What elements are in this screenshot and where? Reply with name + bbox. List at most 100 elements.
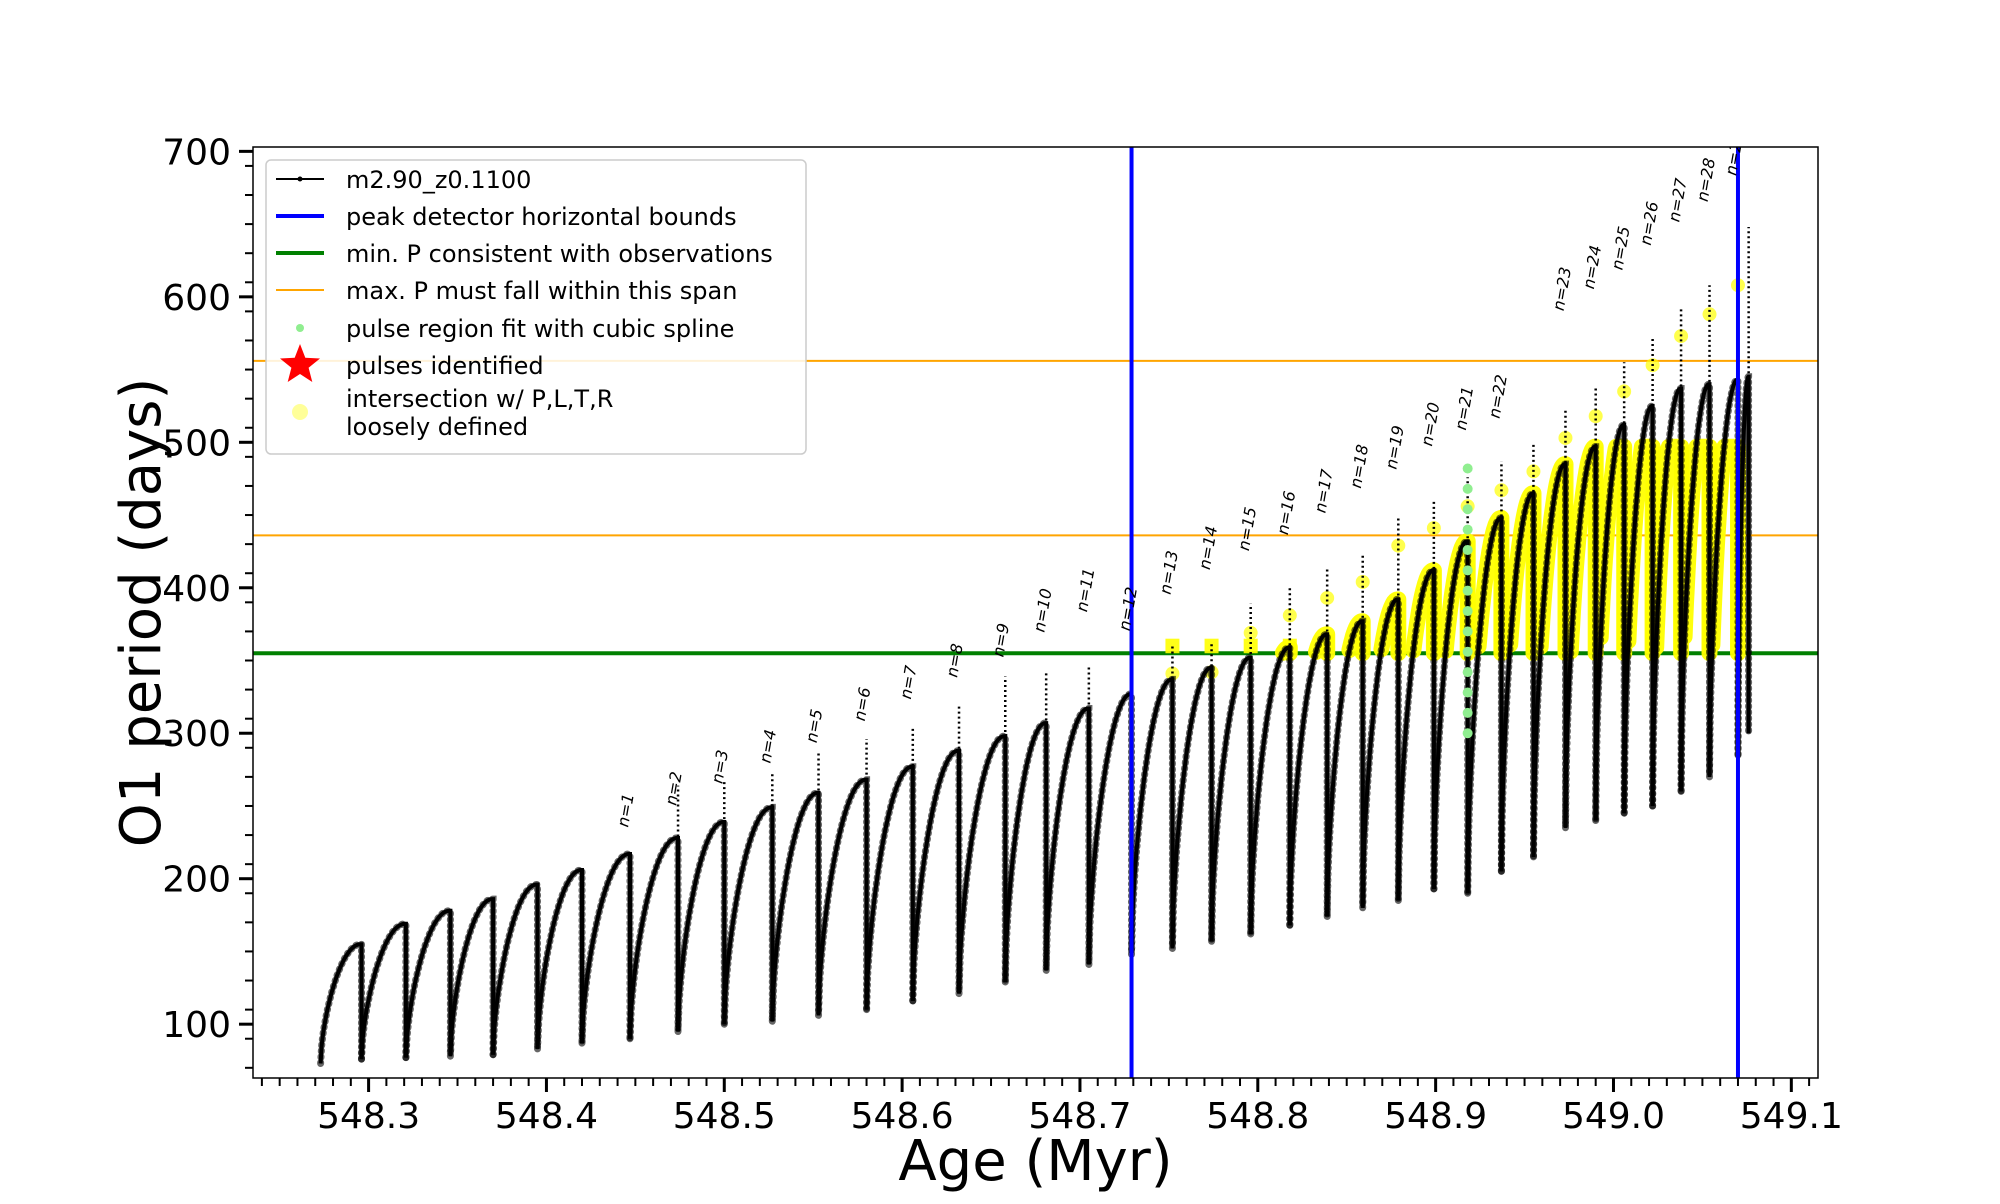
pulse-label: n=16 — [1273, 490, 1299, 537]
x-tick-label: 548.9 — [1384, 1096, 1487, 1137]
series-pulse-markers — [1592, 420, 1628, 824]
pulse-label: n=3 — [708, 748, 733, 785]
series-pulse-markers — [1394, 566, 1438, 904]
intersection-point — [1391, 538, 1406, 553]
y-axis-label: O1 period (days) — [109, 378, 174, 848]
series-pulse-markers — [489, 881, 541, 1059]
legend-label-line2: loosely defined — [346, 413, 528, 441]
series-pulse-markers — [1706, 376, 1742, 781]
pulse-label: n=1 — [613, 792, 638, 829]
series-pulse-markers — [446, 895, 497, 1060]
legend-series-dot-icon — [297, 176, 303, 182]
series-pulse-markers — [1464, 513, 1505, 897]
spline-point — [1462, 707, 1473, 718]
x-tick-label: 548.4 — [495, 1096, 598, 1137]
spline-point — [1462, 524, 1473, 535]
spline-point — [1462, 667, 1473, 678]
pulse-label: n=25 — [1607, 225, 1633, 272]
series-pulse-markers — [317, 940, 365, 1067]
bounds-layer — [1129, 147, 1740, 1078]
series-pulse-markers — [1677, 380, 1713, 795]
pulse-label: n=21 — [1451, 385, 1477, 432]
axes-layer: 548.3 548.4 548.5 548.6 548.7 548.8 548.9 549.0… — [162, 132, 1843, 1137]
intersection-point — [1558, 430, 1573, 445]
legend-box — [265, 159, 807, 455]
pulse-label: n=8 — [942, 642, 967, 679]
series-pulse-markers — [1168, 664, 1216, 952]
pulse-label: n=24 — [1579, 244, 1605, 291]
pulse-label: n=17 — [1310, 467, 1336, 514]
spline-point — [1462, 544, 1473, 555]
y-tick-label: 400 — [162, 569, 231, 610]
x-tick-label: 549.1 — [1740, 1096, 1843, 1137]
series-pulse-markers — [402, 907, 454, 1062]
legend-label: m2.90_z0.1100 — [346, 166, 531, 194]
series-pulse-markers — [1001, 719, 1050, 986]
spline-point — [1462, 504, 1473, 515]
x-tick-label: 548.8 — [1206, 1096, 1309, 1137]
spline-markers-layer — [1462, 463, 1473, 739]
y-tick-label: 100 — [162, 1005, 231, 1046]
series-pulse-markers — [720, 803, 776, 1028]
x-tick-label: 548.6 — [851, 1096, 954, 1137]
pulse-label: n=5 — [802, 708, 827, 745]
x-tick-label: 549.0 — [1562, 1096, 1665, 1137]
pulse-label: n=2 — [661, 770, 686, 807]
series-pulse-markers — [1323, 617, 1367, 920]
legend-label: pulse region fit with cubic spline — [346, 315, 734, 343]
series-pulse-markers — [955, 732, 1009, 998]
series-pulse-markers — [1042, 705, 1093, 974]
pulse-label: n=27 — [1664, 176, 1690, 223]
y-tick-label: 600 — [162, 278, 231, 319]
spline-point — [1462, 646, 1473, 657]
intersection-point — [1320, 590, 1335, 605]
pulse-label: n=7 — [896, 663, 921, 700]
series-pulse-markers — [1128, 675, 1176, 958]
y-tick-label: 500 — [162, 423, 231, 464]
legend-star-icon — [280, 344, 320, 382]
legend-label: max. P must fall within this span — [346, 277, 737, 305]
pulse-label: n=29 — [1721, 130, 1747, 177]
spline-point — [1462, 728, 1473, 739]
legend-circle-icon — [292, 404, 308, 420]
y-tick-label: 700 — [162, 132, 231, 173]
spline-point — [1462, 483, 1473, 494]
series-pulse-markers — [1530, 460, 1569, 861]
legend-label: pulses identified — [346, 352, 544, 380]
x-tick-label: 548.7 — [1028, 1096, 1131, 1137]
legend-label: peak detector horizontal bounds — [346, 203, 737, 231]
pulse-label: n=4 — [756, 728, 781, 765]
series-pulse-markers — [626, 834, 682, 1043]
series-pulse-markers — [1497, 489, 1537, 875]
pulse-label: n=23 — [1549, 266, 1575, 313]
series-pulse-markers — [1562, 443, 1600, 832]
spline-point — [1462, 565, 1473, 576]
pulse-label: n=28 — [1693, 156, 1719, 203]
y-tick-label: 200 — [162, 860, 231, 901]
series-layer — [317, 227, 1753, 1067]
pulse-label: n=15 — [1234, 506, 1260, 553]
series-pulse-markers — [578, 850, 634, 1047]
series-pulse-markers — [815, 776, 871, 1019]
x-tick-label: 548.5 — [673, 1096, 776, 1137]
series-pulse-markers — [1208, 654, 1255, 945]
intersection-point — [1588, 409, 1603, 424]
series-pulse-markers — [1620, 402, 1657, 817]
intersection-point — [1282, 608, 1297, 623]
intersection-point — [1702, 307, 1717, 322]
series-pulse-markers — [1649, 385, 1685, 810]
pulse-label: n=11 — [1072, 567, 1098, 614]
intersection-point — [1165, 666, 1180, 681]
pulse-label: n=19 — [1382, 424, 1408, 471]
spline-point — [1462, 585, 1473, 596]
spline-point — [1462, 463, 1473, 474]
pulse-label: n=10 — [1029, 587, 1055, 634]
plot-frame — [252, 146, 1819, 1079]
series-pulse-markers — [534, 866, 586, 1053]
pulse-label: n=12 — [1115, 586, 1141, 633]
series-pulse-markers — [1430, 537, 1472, 897]
pulse-label: n=20 — [1417, 401, 1443, 448]
legend-label: intersection w/ P,L,T,R — [346, 385, 613, 413]
